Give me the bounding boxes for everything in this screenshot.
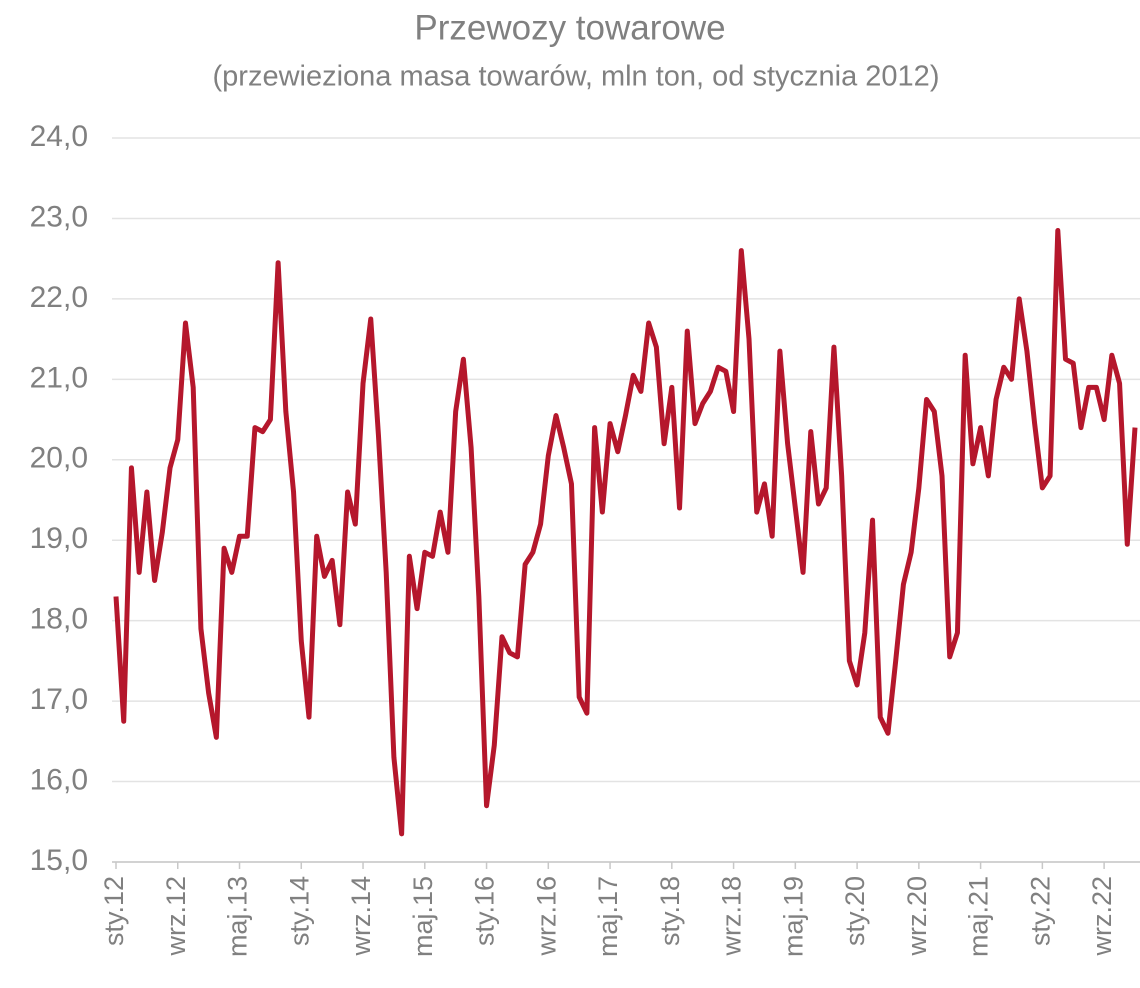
x-tick-label: maj.13 — [223, 876, 253, 957]
x-tick-label: maj.17 — [593, 876, 623, 957]
x-tick-label: wrz.12 — [161, 876, 191, 957]
x-tick-label: sty.20 — [840, 876, 870, 946]
x-tick-label: wrz.22 — [1087, 876, 1117, 957]
x-tick-label: sty.18 — [655, 876, 685, 946]
y-tick-label: 16,0 — [30, 763, 88, 796]
x-tick-label: sty.12 — [99, 876, 129, 946]
y-tick-label: 17,0 — [30, 683, 88, 716]
y-tick-label: 22,0 — [30, 281, 88, 314]
x-tick-label: maj.15 — [408, 876, 438, 957]
x-tick-label: sty.22 — [1025, 876, 1055, 946]
y-tick-label: 23,0 — [30, 200, 88, 233]
chart-title: Przewozy towarowe — [414, 8, 725, 47]
y-tick-label: 24,0 — [30, 120, 88, 153]
data-line — [113, 228, 1138, 837]
x-tick-label: sty.16 — [470, 876, 500, 946]
x-tick-label: wrz.18 — [717, 876, 747, 957]
x-tick-label: maj.21 — [964, 876, 994, 957]
y-tick-label: 15,0 — [30, 844, 88, 877]
x-tick-label: wrz.14 — [346, 876, 376, 957]
y-tick-label: 19,0 — [30, 522, 88, 555]
y-tick-label: 21,0 — [30, 361, 88, 394]
chart-subtitle: (przewieziona masa towarów, mln ton, od … — [213, 61, 940, 93]
x-tick-label: wrz.20 — [902, 876, 932, 957]
x-tick-label: maj.19 — [778, 876, 808, 957]
x-tick-label: wrz.16 — [531, 876, 561, 957]
y-tick-label: 20,0 — [30, 442, 88, 475]
x-tick-label: sty.14 — [284, 876, 314, 946]
y-tick-label: 18,0 — [30, 603, 88, 636]
